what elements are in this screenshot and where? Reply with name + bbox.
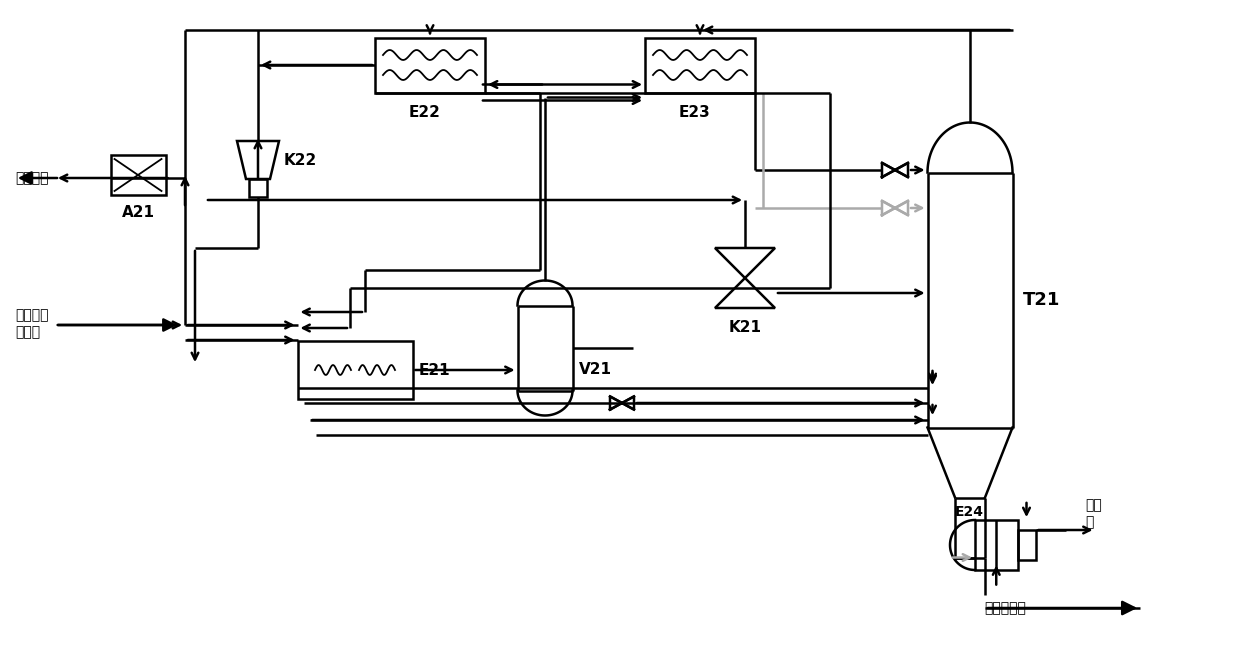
Bar bbox=[1018, 530, 1035, 560]
Text: K22: K22 bbox=[284, 152, 317, 168]
Text: 脉水后的: 脉水后的 bbox=[15, 308, 48, 322]
Bar bbox=[110, 155, 165, 195]
Text: E22: E22 bbox=[409, 104, 441, 120]
Text: V21: V21 bbox=[579, 362, 611, 377]
Text: A21: A21 bbox=[122, 205, 155, 220]
Text: 油: 油 bbox=[1085, 515, 1094, 529]
Bar bbox=[249, 179, 267, 197]
Text: T21: T21 bbox=[1023, 291, 1060, 309]
Text: 外输干气: 外输干气 bbox=[15, 171, 48, 185]
Bar bbox=[975, 520, 1018, 570]
Bar bbox=[645, 37, 755, 92]
Text: E21: E21 bbox=[419, 363, 450, 377]
Text: 导热: 导热 bbox=[1085, 498, 1102, 512]
Bar bbox=[298, 341, 413, 399]
Text: E24: E24 bbox=[955, 505, 985, 519]
Text: 去脱乙烷塔: 去脱乙烷塔 bbox=[985, 601, 1025, 615]
Bar bbox=[374, 37, 485, 92]
Text: 原料气: 原料气 bbox=[15, 325, 40, 339]
Text: K21: K21 bbox=[729, 320, 761, 335]
Text: E23: E23 bbox=[680, 104, 711, 120]
